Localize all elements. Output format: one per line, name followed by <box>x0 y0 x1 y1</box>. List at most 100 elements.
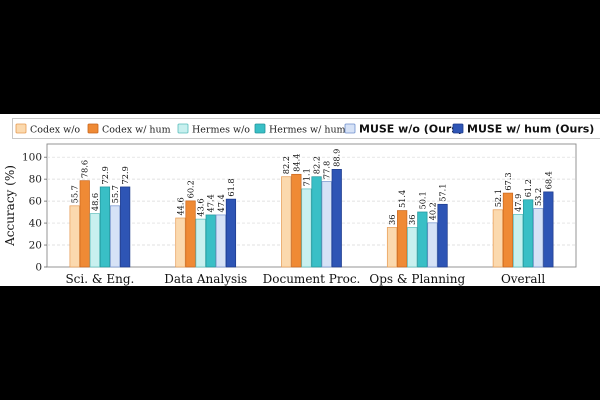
bar-value-label: 40.2 <box>427 202 437 220</box>
bar <box>492 209 503 268</box>
bar <box>120 186 131 268</box>
legend-entry-4: Hermes w/ hum <box>254 123 346 136</box>
bar <box>417 211 428 268</box>
bar <box>281 176 292 268</box>
legend-swatch <box>87 123 99 134</box>
bar <box>427 222 438 268</box>
bar <box>502 192 514 268</box>
legend-swatch <box>177 123 189 134</box>
x-tick-label: Data Analysis <box>164 272 247 286</box>
y-tick-label: 20 <box>29 240 42 252</box>
bar-value-label: 36 <box>407 215 417 225</box>
bar <box>291 173 302 268</box>
bar-group: 55.778.648.672.955.772.9 <box>69 160 131 268</box>
legend-entry-6: MUSE w/ hum (Ours) <box>452 123 594 136</box>
y-tick-label: 40 <box>29 218 42 230</box>
bar-group: 82.2 84.471.182.2 77.888.9 <box>281 149 342 268</box>
bar-value-label: 47.4 <box>216 194 226 212</box>
legend-entry-5: MUSE w/o (Ours) <box>344 123 463 136</box>
bar <box>437 203 448 268</box>
legend: Codex w/o Codex w/ hum Hermes w/o Hermes w/… <box>12 118 600 139</box>
bar <box>407 227 418 268</box>
bar-value-label: 88.9 <box>332 149 342 167</box>
y-tick-label: 0 <box>35 262 42 274</box>
bar-value-label: 68.4 <box>543 171 553 189</box>
bar <box>331 169 342 268</box>
figure-panel: Codex w/o Codex w/ hum Hermes w/o Hermes w/… <box>0 114 600 286</box>
legend-label: Codex w/ hum <box>102 125 171 136</box>
x-tick-label: Sci. & Eng. <box>65 272 134 286</box>
bar-value-label: 72.9 <box>100 166 110 184</box>
bar-value-label: 61.8 <box>226 178 236 196</box>
bar <box>99 186 111 268</box>
bar <box>69 205 80 268</box>
bar <box>195 218 206 268</box>
legend-label: MUSE w/o (Ours) <box>359 123 463 136</box>
bar-value-label: 47.4 <box>206 194 216 212</box>
y-axis-label: Accuracy (%) <box>3 165 17 247</box>
x-tick-label: Overall <box>501 272 545 286</box>
x-tick-label: Document Proc. <box>263 272 361 286</box>
legend-label: Hermes w/o <box>192 125 250 136</box>
bar <box>175 217 186 268</box>
bar-value-label: 67.3 <box>503 172 513 190</box>
bar-value-label: 47.9 <box>513 194 523 212</box>
y-tick-label: 80 <box>29 174 42 186</box>
bar-value-label: 61.2 <box>523 179 533 197</box>
bar <box>311 176 322 268</box>
bar <box>386 227 398 268</box>
legend-swatch <box>254 123 266 134</box>
bar <box>301 188 312 268</box>
bar <box>109 205 121 268</box>
bar <box>523 199 534 268</box>
bar <box>225 198 237 268</box>
bar <box>533 208 544 268</box>
bar <box>89 213 100 268</box>
bar <box>215 214 226 268</box>
bar-value-label: 82.2 <box>312 156 322 174</box>
bar <box>205 214 216 268</box>
legend-entry-3: Hermes w/o <box>177 123 250 136</box>
bar-value-label: 78.6 <box>80 160 90 178</box>
legend-swatch <box>452 123 464 134</box>
bar-value-label: 43.6 <box>196 198 206 216</box>
bar-value-label: 55.7 <box>110 185 120 203</box>
legend-swatch <box>344 123 356 134</box>
bar-value-label: 50.1 <box>417 191 427 209</box>
bar-value-label: 77.8 <box>322 161 332 179</box>
bar <box>543 191 554 268</box>
bar-value-label: 72.9 <box>120 166 130 184</box>
bar-value-label: 84.4 <box>291 154 301 172</box>
legend-label: Hermes w/ hum <box>269 125 346 136</box>
bar-value-label: 52.1 <box>493 189 503 207</box>
bar <box>321 181 332 268</box>
bar-group: 52.167.347.961.2 53.268.4 <box>492 171 554 268</box>
bar-value-label: 53.2 <box>533 188 543 206</box>
x-tick-label: Ops & Planning <box>369 272 465 286</box>
plot-area: 02040608010055.778.648.672.955.772.9Sci.… <box>22 143 577 286</box>
bar-value-label: 82.2 <box>281 156 291 174</box>
y-tick-label: 100 <box>22 152 42 164</box>
legend-frame <box>12 118 600 139</box>
legend-entry-1: Codex w/o <box>15 123 80 136</box>
legend-label: Codex w/o <box>30 125 80 136</box>
legend-entry-2: Codex w/ hum <box>87 123 171 136</box>
bar-value-label: 51.4 <box>397 190 407 208</box>
bar <box>79 180 90 268</box>
y-tick-label: 60 <box>29 196 42 208</box>
bar-value-label: 71.1 <box>301 168 311 186</box>
bar-group: 44.660.243.6 47.4 47.461.8 <box>175 178 237 268</box>
bar-value-label: 60.2 <box>186 180 196 198</box>
legend-swatch <box>15 123 27 134</box>
bar <box>185 200 196 268</box>
bar-value-label: 44.6 <box>175 197 185 215</box>
legend-label: MUSE w/ hum (Ours) <box>467 123 594 136</box>
bar-value-label: 55.7 <box>70 185 80 203</box>
grouped-bar-chart: Codex w/o Codex w/ hum Hermes w/o Hermes w/… <box>3 118 600 286</box>
bar <box>512 214 524 268</box>
bar-value-label: 57.1 <box>438 184 448 202</box>
bar-value-label: 36 <box>387 215 397 225</box>
bar-value-label: 48.6 <box>90 193 100 211</box>
bar <box>397 210 408 268</box>
